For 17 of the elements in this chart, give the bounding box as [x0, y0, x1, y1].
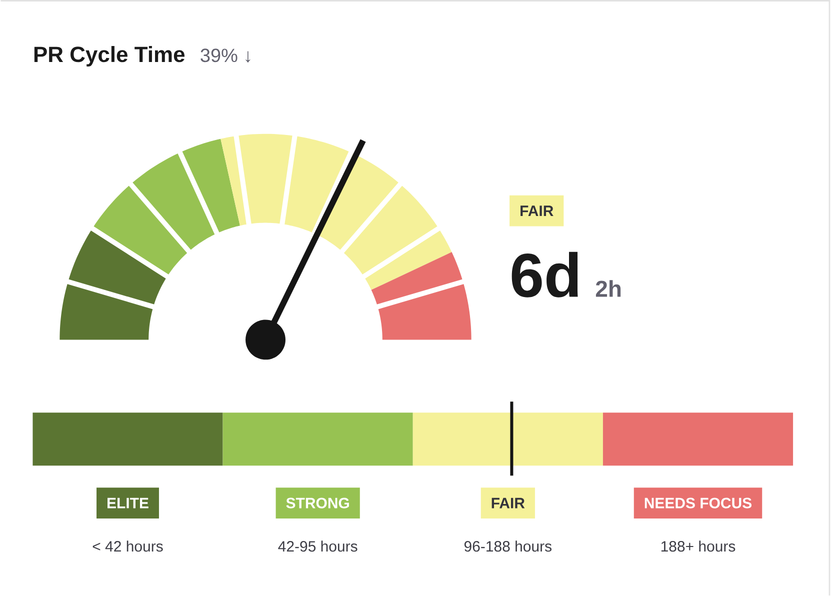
text: STRONG — [286, 498, 349, 508]
chart-title: PR Cycle Time — [34, 46, 185, 66]
bar — [32, 412, 223, 466]
text: ELITE — [108, 498, 148, 508]
text: FAIR — [492, 498, 525, 508]
text: NEEDS FOCUS — [644, 498, 752, 508]
text: 2h — [596, 280, 621, 297]
bar — [602, 412, 794, 466]
bar — [222, 412, 413, 466]
text: 6d — [512, 252, 578, 298]
text: 96-188 hours — [464, 540, 552, 552]
text: 42-95 hours — [278, 540, 358, 552]
text: 188+ hours — [661, 540, 736, 552]
text: < 42 hours — [92, 540, 163, 552]
chart-subtitle: 39% ↓ — [200, 48, 250, 62]
slice-label: FAIR — [520, 206, 554, 216]
bar — [412, 412, 603, 466]
